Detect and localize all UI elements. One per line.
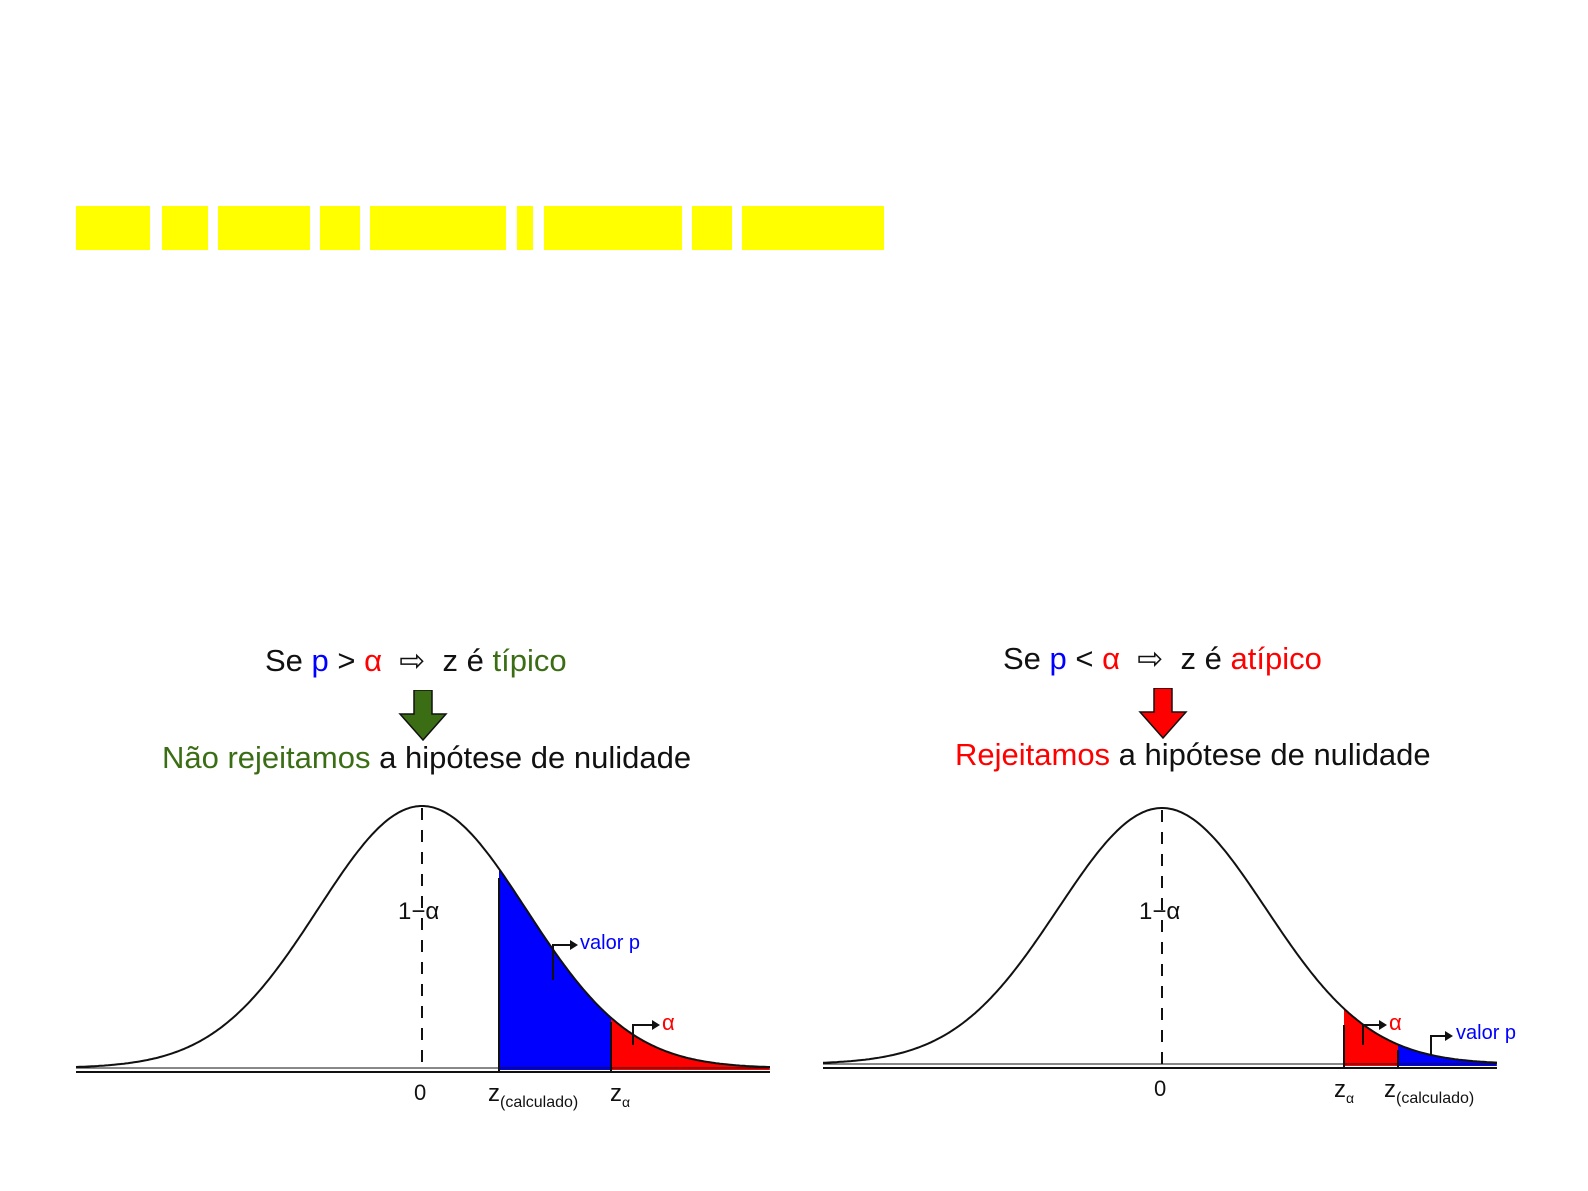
right-down-arrow-icon	[1138, 688, 1188, 740]
right-cond-result: atípico	[1230, 641, 1322, 676]
left-zero-label: 0	[414, 1080, 427, 1105]
right-valor-p-area	[1398, 1044, 1497, 1066]
right-condition: Se p < α ⇨ z é atípico	[1003, 641, 1322, 677]
left-alpha-area	[611, 1017, 770, 1070]
left-valor-p-label: valor p	[580, 932, 641, 954]
right-zero-label: 0	[1154, 1076, 1167, 1101]
right-cond-p: p	[1049, 641, 1067, 676]
right-decision-rest: a hipótese de nulidade	[1110, 737, 1431, 772]
left-cond-result: típico	[492, 643, 567, 678]
right-implies-icon: ⇨	[1137, 641, 1164, 676]
right-zcalc-sub: (calculado)	[1396, 1089, 1475, 1107]
left-valor-p-area	[499, 868, 611, 1070]
right-cond-prefix: Se	[1003, 641, 1050, 676]
title-block-7	[544, 206, 682, 250]
right-cond-alpha: α	[1102, 641, 1121, 676]
right-valor-p-pointer-icon	[1430, 1035, 1448, 1055]
left-zcalc-sub: (calculado)	[500, 1093, 579, 1111]
left-zalpha-sub: α	[622, 1093, 631, 1110]
left-cond-p: p	[311, 643, 329, 678]
right-valor-p-label: valor p	[1456, 1022, 1517, 1044]
left-decision-rest: a hipótese de nulidade	[370, 740, 692, 775]
right-alpha-arrowhead-icon	[1379, 1020, 1387, 1030]
left-valor-p-pointer-icon	[552, 944, 573, 980]
left-zalpha-main: z	[610, 1080, 622, 1107]
left-cond-prefix: Se	[265, 643, 312, 678]
right-zcalc-label: z(calculado)	[1384, 1076, 1474, 1108]
left-normal-curve	[75, 805, 770, 1068]
title-block-4	[320, 206, 360, 250]
right-zalpha-main: z	[1334, 1076, 1346, 1103]
left-zcalc-main: z	[488, 1080, 500, 1107]
left-cond-z: z é	[433, 643, 493, 678]
title-block-5	[370, 206, 506, 250]
right-decision: Rejeitamos a hipótese de nulidade	[955, 737, 1431, 773]
left-down-arrow-icon	[398, 690, 448, 742]
title-block-9	[742, 206, 884, 250]
right-alpha-area	[1344, 1008, 1398, 1066]
left-cond-alpha: α	[364, 643, 383, 678]
left-alpha-arrowhead-icon	[652, 1020, 660, 1030]
left-implies-icon: ⇨	[399, 643, 426, 678]
left-zcalc-label: z(calculado)	[488, 1080, 578, 1112]
right-zalpha-sub: α	[1346, 1089, 1355, 1106]
title-block-6	[517, 206, 533, 250]
left-decision: Não rejeitamos a hipótese de nulidade	[162, 740, 691, 776]
left-alpha-pointer-icon	[632, 1024, 655, 1045]
title-block-3	[218, 206, 310, 250]
right-zalpha-label: zα	[1334, 1076, 1354, 1106]
title-block-1	[76, 206, 150, 250]
left-zalpha-label: zα	[610, 1080, 630, 1110]
left-valor-p-arrowhead-icon	[570, 940, 578, 950]
right-alpha-label: α	[1389, 1010, 1402, 1035]
right-alpha-pointer-icon	[1362, 1024, 1382, 1045]
right-zcalc-main: z	[1384, 1076, 1396, 1103]
title-block-8	[692, 206, 732, 250]
left-alpha-label: α	[662, 1010, 675, 1035]
right-one-minus-alpha: 1−α	[1139, 898, 1181, 925]
right-cond-op: <	[1066, 641, 1103, 676]
left-one-minus-alpha: 1−α	[398, 898, 440, 925]
left-decision-colored: Não rejeitamos	[162, 740, 371, 775]
left-cond-op: >	[328, 643, 365, 678]
right-valor-p-arrowhead-icon	[1445, 1031, 1453, 1041]
right-cond-z: z é	[1171, 641, 1231, 676]
right-normal-curve	[823, 807, 1498, 1064]
right-decision-colored: Rejeitamos	[955, 737, 1111, 772]
left-condition: Se p > α ⇨ z é típico	[265, 643, 567, 679]
title-block-2	[162, 206, 208, 250]
